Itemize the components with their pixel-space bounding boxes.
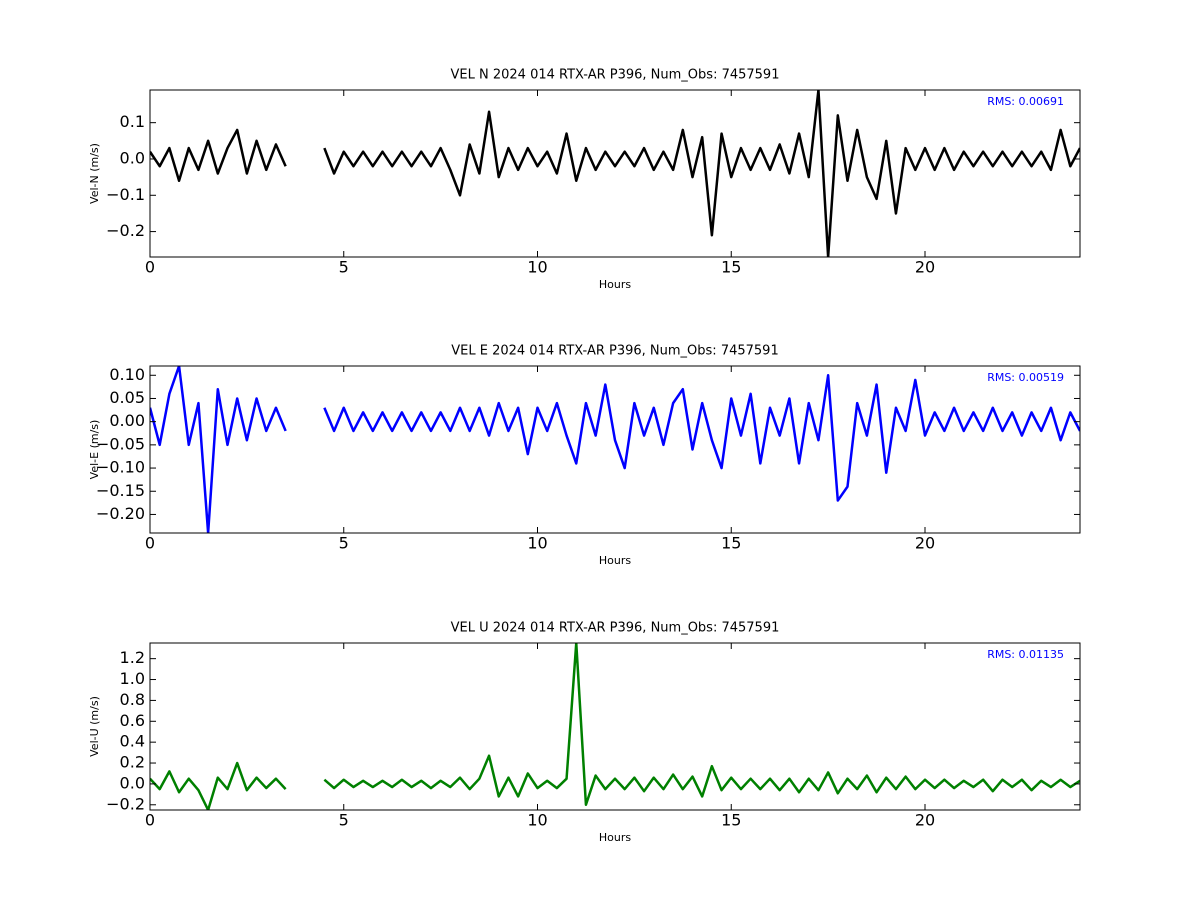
data-line <box>150 643 1080 810</box>
chart-title: VEL E 2024 014 RTX-AR P396, Num_Obs: 745… <box>451 344 778 359</box>
x-tick-label: 20 <box>915 534 935 553</box>
y-tick-label: 0.8 <box>120 690 145 709</box>
y-tick-label: −0.2 <box>106 794 145 813</box>
y-tick-label: −0.2 <box>106 221 145 240</box>
y-tick-label: −0.05 <box>96 434 145 453</box>
x-tick-label: 10 <box>527 534 547 553</box>
x-tick-label: 5 <box>339 258 349 277</box>
y-axis-label: Vel-N (m/s) <box>88 143 101 204</box>
chart-title: VEL N 2024 014 RTX-AR P396, Num_Obs: 745… <box>451 68 780 83</box>
y-tick-label: 1.0 <box>120 669 145 688</box>
axes-frame <box>149 642 1081 811</box>
rms-annotation: RMS: 0.00691 <box>987 95 1064 108</box>
y-tick-label: −0.1 <box>106 185 145 204</box>
rms-annotation: RMS: 0.01135 <box>987 648 1064 661</box>
y-tick-label: 0.0 <box>120 773 145 792</box>
y-axis-label: Vel-U (m/s) <box>88 696 101 757</box>
x-axis-label: Hours <box>599 554 631 567</box>
data-line <box>150 366 1080 533</box>
y-axis-label: Vel-E (m/s) <box>88 420 101 480</box>
y-tick-label: 0.0 <box>120 148 145 167</box>
x-tick-label: 15 <box>721 534 741 553</box>
axes-frame <box>149 365 1081 534</box>
y-tick-label: 0.05 <box>109 388 145 407</box>
x-tick-label: 0 <box>145 534 155 553</box>
x-tick-label: 5 <box>339 534 349 553</box>
y-tick-label: −0.10 <box>96 458 145 477</box>
x-tick-label: 15 <box>721 258 741 277</box>
y-tick-label: −0.15 <box>96 481 145 500</box>
x-tick-label: 10 <box>527 258 547 277</box>
x-tick-label: 10 <box>527 811 547 830</box>
chart-title: VEL U 2024 014 RTX-AR P396, Num_Obs: 745… <box>451 621 780 636</box>
y-tick-label: 0.1 <box>120 112 145 131</box>
x-tick-label: 5 <box>339 811 349 830</box>
x-axis-label: Hours <box>599 278 631 291</box>
x-tick-label: 0 <box>145 811 155 830</box>
axes-frame <box>149 89 1081 258</box>
y-tick-label: 0.10 <box>109 365 145 384</box>
x-axis-label: Hours <box>599 831 631 844</box>
x-tick-label: 0 <box>145 258 155 277</box>
y-tick-label: 1.2 <box>120 648 145 667</box>
y-tick-label: −0.20 <box>96 504 145 523</box>
x-tick-label: 20 <box>915 811 935 830</box>
y-tick-label: 0.6 <box>120 711 145 730</box>
y-tick-label: 0.2 <box>120 753 145 772</box>
y-tick-label: 0.4 <box>120 732 145 751</box>
data-line <box>150 90 1080 257</box>
x-tick-label: 20 <box>915 258 935 277</box>
rms-annotation: RMS: 0.00519 <box>987 371 1064 384</box>
x-tick-label: 15 <box>721 811 741 830</box>
y-tick-label: 0.00 <box>109 411 145 430</box>
